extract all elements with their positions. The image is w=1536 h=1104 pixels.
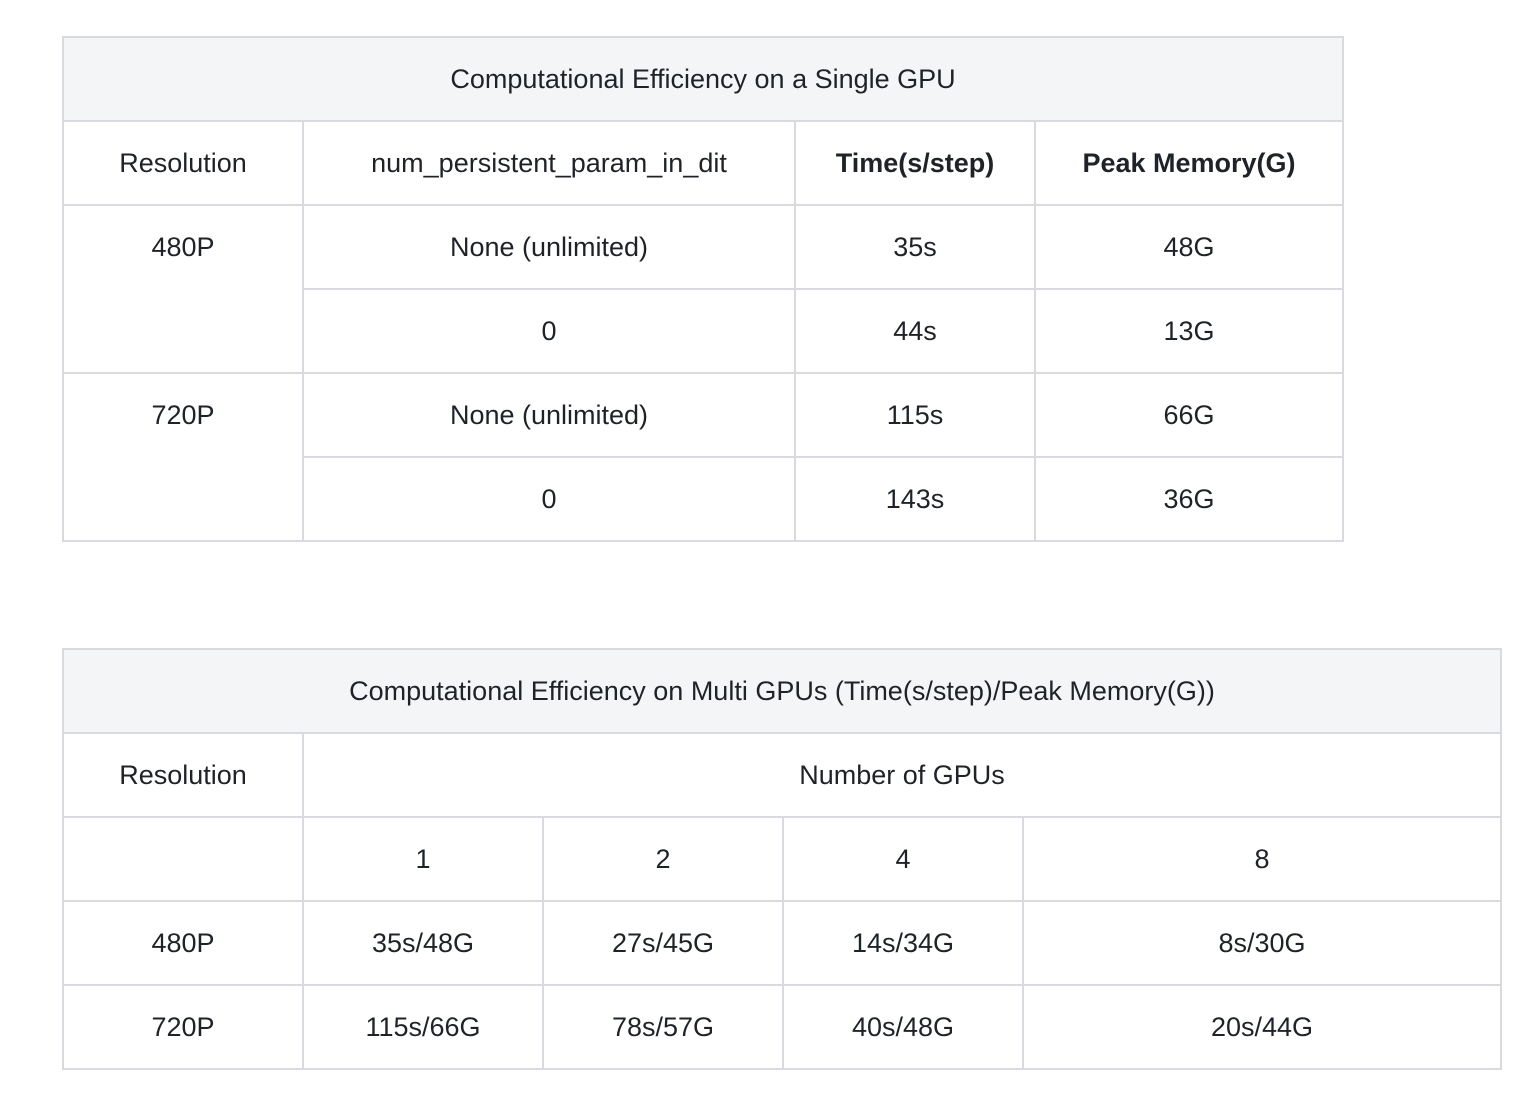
memory-cell: 48G bbox=[1033, 204, 1345, 290]
param-cell: 0 bbox=[302, 456, 796, 542]
table-title: Computational Efficiency on a Single GPU bbox=[61, 36, 1345, 122]
resolution-cell: 720P bbox=[62, 984, 304, 1070]
resolution-cell: 480P bbox=[62, 900, 304, 986]
value-cell: 8s/30G bbox=[1021, 900, 1503, 986]
value-cell: 20s/44G bbox=[1021, 984, 1503, 1070]
value-cell: 14s/34G bbox=[782, 900, 1024, 986]
header-row: Resolution num_persistent_param_in_dit T… bbox=[62, 120, 1345, 206]
gpu-count-cell: 1 bbox=[302, 816, 544, 902]
value-cell: 78s/57G bbox=[542, 984, 784, 1070]
param-cell: 0 bbox=[302, 288, 796, 374]
memory-cell: 36G bbox=[1033, 456, 1345, 542]
memory-cell: 13G bbox=[1033, 288, 1345, 374]
table-row: 720P None (unlimited) 115s 66G bbox=[62, 372, 1345, 542]
time-cell: 35s bbox=[794, 204, 1036, 290]
value-cell: 35s/48G bbox=[302, 900, 544, 986]
time-cell: 143s bbox=[794, 456, 1036, 542]
memory-cell: 66G bbox=[1033, 372, 1345, 458]
table-title: Computational Efficiency on Multi GPUs (… bbox=[61, 648, 1503, 734]
multi-gpu-table: Computational Efficiency on Multi GPUs (… bbox=[61, 648, 1503, 1070]
resolution-cell: 720P bbox=[62, 372, 304, 542]
column-header: Resolution bbox=[62, 120, 304, 206]
table-row: 720P 115s/66G 78s/57G 40s/48G 20s/44G bbox=[62, 984, 1503, 1070]
table-row: 480P None (unlimited) 35s 48G bbox=[62, 204, 1345, 374]
gpu-count-row: 1 2 4 8 bbox=[62, 816, 1503, 902]
column-header: Number of GPUs bbox=[301, 732, 1503, 818]
param-cell: None (unlimited) bbox=[302, 204, 796, 290]
param-cell: None (unlimited) bbox=[302, 372, 796, 458]
gpu-count-cell: 2 bbox=[542, 816, 784, 902]
gpu-count-cell: 4 bbox=[782, 816, 1024, 902]
value-cell: 40s/48G bbox=[782, 984, 1024, 1070]
table-row: 0 143s 36G bbox=[63, 456, 1345, 542]
value-cell: 115s/66G bbox=[302, 984, 544, 1070]
column-header: Time(s/step) bbox=[794, 120, 1036, 206]
header-row: Resolution Number of GPUs bbox=[62, 732, 1503, 818]
empty-cell bbox=[62, 816, 304, 902]
table-row: 0 44s 13G bbox=[63, 288, 1345, 374]
gpu-count-cell: 8 bbox=[1021, 816, 1503, 902]
column-header: Resolution bbox=[62, 732, 304, 818]
table-row: 480P 35s/48G 27s/45G 14s/34G 8s/30G bbox=[62, 900, 1503, 986]
resolution-cell: 480P bbox=[62, 204, 304, 374]
column-header: num_persistent_param_in_dit bbox=[302, 120, 796, 206]
time-cell: 44s bbox=[794, 288, 1036, 374]
single-gpu-table: Computational Efficiency on a Single GPU… bbox=[61, 36, 1345, 542]
time-cell: 115s bbox=[794, 372, 1036, 458]
column-header: Peak Memory(G) bbox=[1033, 120, 1345, 206]
value-cell: 27s/45G bbox=[542, 900, 784, 986]
